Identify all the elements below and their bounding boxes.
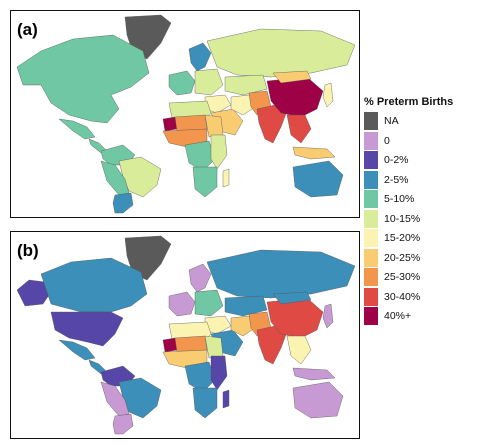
region-australia <box>292 381 344 419</box>
region-mexico <box>58 339 96 361</box>
map-panel-b: (b) <box>10 231 360 439</box>
region-scandinavia <box>188 263 212 293</box>
region-madagascar <box>222 389 230 409</box>
legend-label: 15-20% <box>384 232 421 244</box>
legend-title: % Preterm Births <box>364 96 454 108</box>
region-peru-bolivia <box>100 160 130 196</box>
region-southeast-asia <box>286 335 312 365</box>
region-mongolia <box>272 70 312 84</box>
legend-label: 20-25% <box>384 251 421 264</box>
legend-item: 10-15% <box>364 209 498 230</box>
region-east-africa <box>210 134 228 170</box>
region-central-africa <box>184 140 216 172</box>
region-russia <box>206 249 356 299</box>
legend-swatch <box>364 287 378 306</box>
region-argentina-chile <box>112 192 134 214</box>
region-madagascar <box>222 168 230 188</box>
legend-swatch <box>364 151 378 169</box>
legend-item: NA <box>364 112 498 132</box>
legend-item: 15-20% <box>364 229 498 249</box>
region-mauritania <box>162 116 178 132</box>
region-eastern-europe <box>194 68 224 96</box>
region-western-europe <box>168 291 196 317</box>
legend-label: 25-30% <box>384 271 421 283</box>
legend-items: NA 0 0-2% 2-5% 5-10% 10-15% 15-20% 20-25% 25-30%… <box>364 112 498 327</box>
legend-swatch <box>364 170 378 189</box>
world-map-b <box>16 235 356 435</box>
region-mali-niger <box>174 114 208 132</box>
legend-item: 5-10% <box>364 190 498 210</box>
legend-label: 0 <box>384 134 390 147</box>
legend-label: 5-10% <box>384 193 415 205</box>
legend: % Preterm Births NA 0 0-2% 2-5% 5-10% 10-15% 1… <box>364 96 498 327</box>
region-western-europe <box>168 70 196 96</box>
region-kazakhstan <box>224 295 268 317</box>
legend-label: 40%+ <box>384 310 412 322</box>
region-canada <box>40 257 148 313</box>
legend-swatch <box>364 131 378 150</box>
legend-swatch <box>364 190 378 208</box>
region-russia <box>206 28 356 78</box>
region-indonesia <box>292 367 336 381</box>
panel-label-a: (a) <box>17 20 38 39</box>
legend-label: NA <box>384 115 399 127</box>
legend-item: 40%+ <box>364 307 498 327</box>
region-indonesia <box>292 146 336 160</box>
region-iran <box>230 94 256 116</box>
world-map-a <box>16 14 356 214</box>
region-iran <box>230 315 256 337</box>
legend-swatch <box>364 209 378 228</box>
legend-item: 30-40% <box>364 287 498 308</box>
legend-label: 2-5% <box>384 173 409 186</box>
legend-item: 0 <box>364 131 498 152</box>
legend-label: 0-2% <box>384 154 409 166</box>
region-kazakhstan <box>224 74 268 96</box>
region-peru-bolivia <box>100 381 130 417</box>
legend-swatch <box>364 307 378 325</box>
region-sudan <box>204 335 224 359</box>
region-australia <box>292 160 344 198</box>
region-greenland <box>124 235 172 281</box>
region-usa <box>50 311 124 347</box>
region-southeast-asia <box>286 114 312 144</box>
legend-item: 2-5% <box>364 170 498 191</box>
legend-item: 0-2% <box>364 151 498 171</box>
region-mexico <box>58 118 96 140</box>
legend-swatch <box>364 229 378 247</box>
legend-swatch <box>364 268 378 286</box>
region-scandinavia <box>188 42 212 72</box>
region-mauritania <box>162 337 178 353</box>
legend-item: 25-30% <box>364 268 498 288</box>
region-japan <box>322 82 334 108</box>
region-southern-africa <box>192 387 218 419</box>
legend-label: 10-15% <box>384 212 421 225</box>
region-argentina-chile <box>112 413 134 435</box>
legend-swatch <box>364 248 378 267</box>
legend-swatch <box>364 112 378 130</box>
region-north-america <box>16 34 150 124</box>
legend-label: 30-40% <box>384 290 421 303</box>
region-sudan <box>204 114 224 138</box>
region-southern-africa <box>192 166 218 198</box>
region-mali-niger <box>174 335 208 353</box>
region-japan <box>322 303 334 329</box>
region-eastern-europe <box>194 289 224 317</box>
panel-label-b: (b) <box>17 241 39 260</box>
region-central-africa <box>184 361 216 393</box>
map-panel-a: (a) <box>10 10 360 218</box>
region-east-africa <box>210 355 228 391</box>
legend-item: 20-25% <box>364 248 498 269</box>
region-mongolia <box>272 291 312 305</box>
